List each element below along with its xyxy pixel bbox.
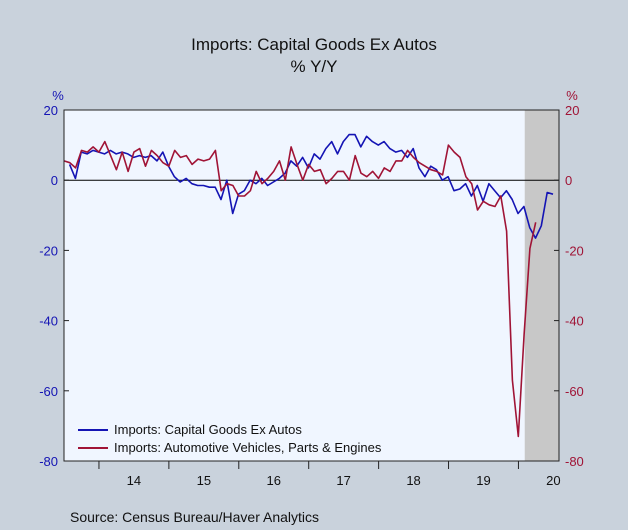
right-tick-label: -20 [565,243,584,258]
left-tick-label: -20 [39,243,58,258]
right-tick-label: 0 [565,173,572,188]
right-axis-unit: % [566,88,578,103]
legend-label-capital-goods: Imports: Capital Goods Ex Autos [114,422,302,437]
legend-label-automotive: Imports: Automotive Vehicles, Parts & En… [114,440,382,455]
left-tick-label: -80 [39,454,58,469]
left-tick-label: 20 [44,103,58,118]
x-tick-label: 15 [197,473,211,488]
right-tick-label: -60 [565,384,584,399]
source-note: Source: Census Bureau/Haver Analytics [70,509,319,525]
x-tick-label: 17 [336,473,350,488]
x-tick-label: 20 [546,473,560,488]
recession-shading [524,110,559,461]
right-tick-label: -40 [565,314,584,329]
x-tick-label: 16 [267,473,281,488]
left-tick-label: -60 [39,384,58,399]
right-tick-label: -80 [565,454,584,469]
chart-subtitle: % Y/Y [291,57,338,76]
right-tick-label: 20 [565,103,579,118]
series-line-automotive [63,140,537,438]
left-axis-unit: % [52,88,64,103]
x-tick-label: 19 [476,473,490,488]
plot-border [63,109,560,462]
left-tick-label: -40 [39,314,58,329]
x-tick-label: 18 [406,473,420,488]
chart-title: Imports: Capital Goods Ex Autos [191,35,437,54]
x-tick-label: 14 [127,473,141,488]
left-tick-label: 0 [51,173,58,188]
plot-area [64,110,559,461]
